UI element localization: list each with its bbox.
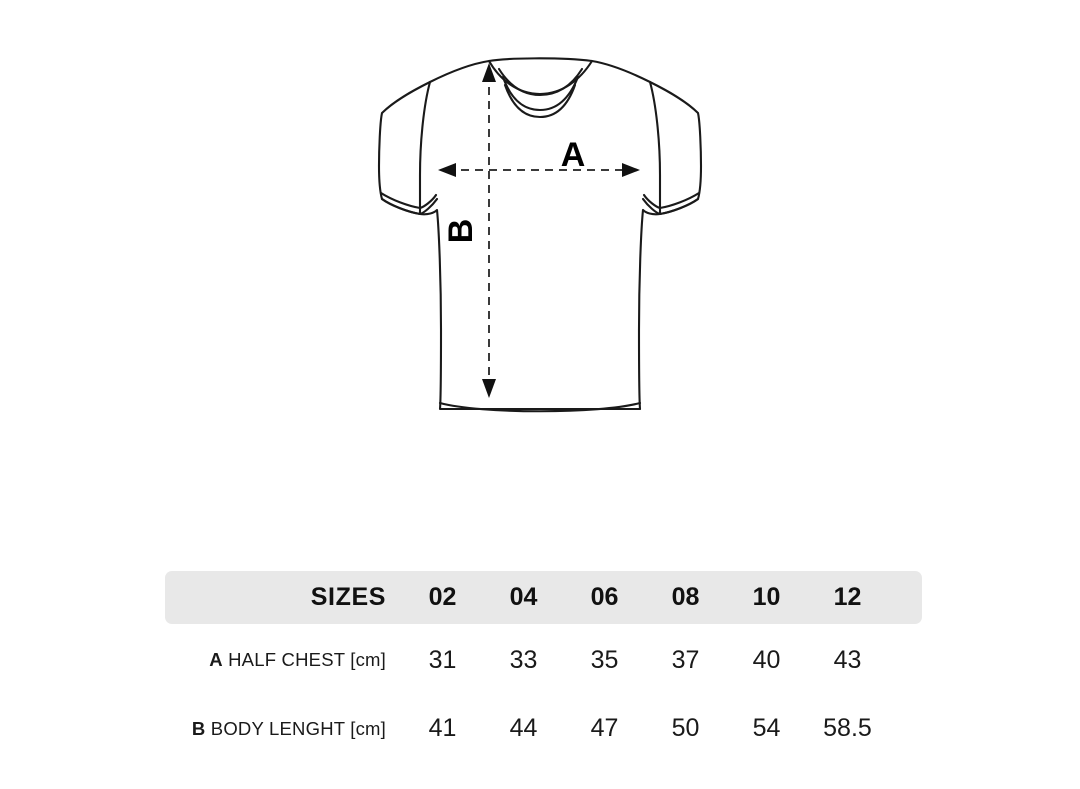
- collar-inner: [501, 75, 580, 112]
- size-chart-table: SIZES 02 04 06 08 10 12 A HALF CHEST [cm…: [165, 571, 922, 761]
- dimension-a-arrow-right: [622, 163, 640, 177]
- tshirt-illustration: A B: [377, 57, 703, 413]
- left-armhole-seam: [418, 80, 432, 216]
- row-label-text-b: BODY LENGHT [cm]: [205, 717, 386, 739]
- cell-body-length-02: 41: [428, 714, 457, 742]
- cell-body-length-06: 47: [590, 714, 619, 742]
- row-label-half-chest: A HALF CHEST [cm]: [165, 649, 402, 671]
- cell-body-length-12: 58.5: [823, 714, 872, 742]
- collar-middle: [497, 67, 584, 97]
- bottom-hem: [438, 401, 642, 413]
- cell-half-chest-08: 37: [671, 645, 700, 674]
- table-header-row: SIZES 02 04 06 08 10 12: [165, 571, 922, 624]
- cell-half-chest-12: 43: [833, 645, 862, 674]
- cell-half-chest-10: 40: [752, 645, 781, 674]
- table-row: A HALF CHEST [cm] 31 33 35 37 40 43: [165, 624, 922, 696]
- dimension-a-letter: A: [561, 136, 586, 174]
- dimension-b-letter: B: [442, 219, 480, 244]
- cell-half-chest-02: 31: [428, 645, 457, 674]
- dimension-b-arrow-top: [482, 63, 496, 82]
- cell-half-chest-06: 35: [590, 645, 619, 674]
- cell-body-length-08: 50: [671, 714, 700, 742]
- header-sizes-label: SIZES: [310, 583, 386, 611]
- left-sleeve-cuff-inner: [379, 191, 438, 210]
- dimension-a-arrow-left: [438, 163, 456, 177]
- dimension-b-arrow-bottom: [482, 379, 496, 398]
- collar-neckline: [503, 83, 577, 119]
- right-armhole-seam: [648, 80, 662, 216]
- cell-body-length-04: 44: [509, 714, 538, 742]
- row-key-b: B: [191, 717, 206, 739]
- header-size-04: 04: [509, 583, 538, 611]
- header-size-02: 02: [428, 583, 457, 611]
- row-label-text-a: HALF CHEST [cm]: [222, 649, 386, 670]
- header-size-06: 06: [590, 583, 619, 611]
- table-row: B BODY LENGHT [cm] 41 44 47 50 54 58.5: [165, 696, 922, 761]
- left-sleeve-cuff: [380, 197, 439, 216]
- right-sleeve-cuff: [641, 197, 700, 216]
- cell-body-length-10: 54: [752, 714, 781, 742]
- cell-half-chest-04: 33: [509, 645, 538, 674]
- tshirt-body-outline: [377, 57, 703, 411]
- header-size-10: 10: [752, 583, 781, 611]
- header-size-12: 12: [833, 583, 862, 611]
- right-sleeve-cuff-inner: [642, 191, 701, 210]
- row-label-body-length: B BODY LENGHT [cm]: [165, 718, 402, 740]
- header-size-08: 08: [671, 583, 700, 611]
- row-key-a: A: [209, 649, 223, 670]
